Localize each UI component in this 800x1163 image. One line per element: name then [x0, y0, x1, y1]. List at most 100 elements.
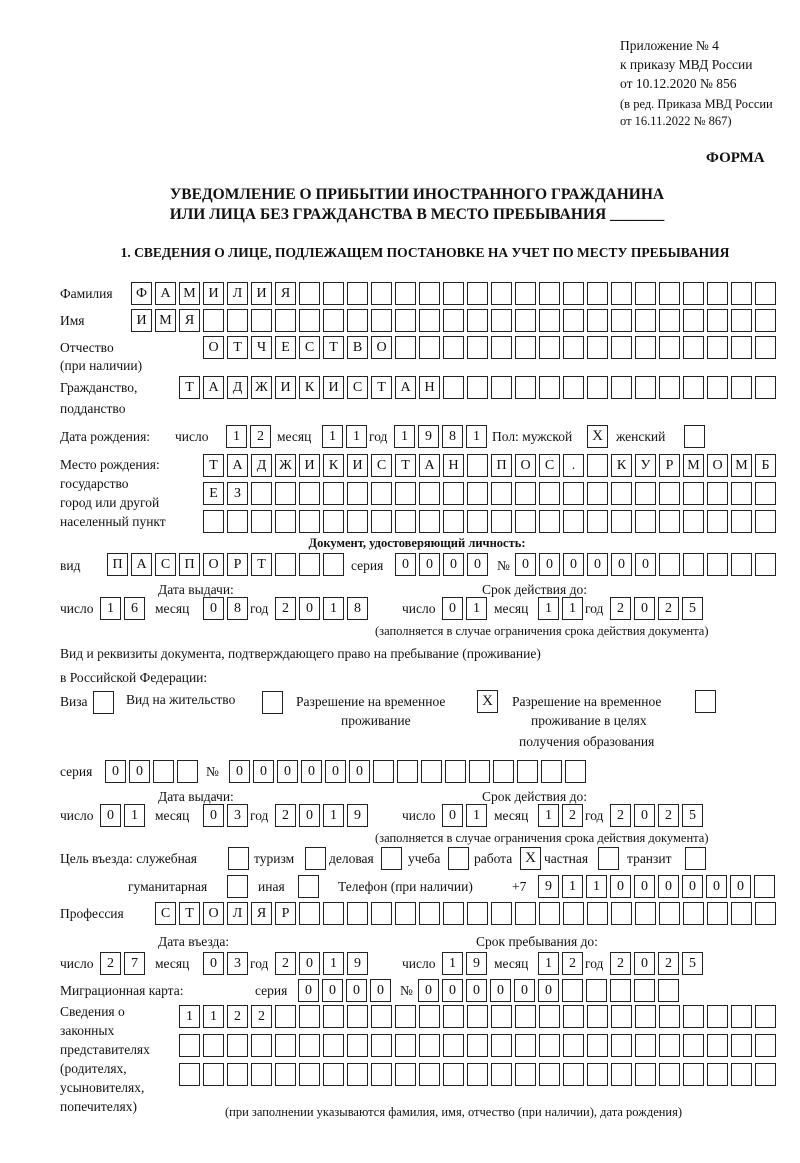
cell[interactable]	[467, 1063, 488, 1086]
cell[interactable]: О	[371, 336, 392, 359]
cell[interactable]	[587, 1005, 608, 1028]
cell[interactable]: 0	[538, 979, 559, 1002]
cell[interactable]	[395, 1034, 416, 1057]
cell[interactable]	[755, 553, 776, 576]
cell[interactable]: 1	[226, 425, 247, 448]
cell[interactable]	[587, 1063, 608, 1086]
cell[interactable]: Е	[203, 482, 224, 505]
cell[interactable]	[563, 282, 584, 305]
purpose-study-checkbox[interactable]	[448, 847, 469, 870]
cell[interactable]	[467, 482, 488, 505]
purpose-humanitarian-checkbox[interactable]	[227, 875, 248, 898]
cell[interactable]	[707, 1034, 728, 1057]
cell[interactable]: И	[299, 454, 320, 477]
purpose-transit-checkbox[interactable]	[685, 847, 706, 870]
cell[interactable]: 1	[562, 597, 583, 620]
cell[interactable]	[635, 1034, 656, 1057]
cell[interactable]	[491, 1034, 512, 1057]
cell[interactable]: 0	[490, 979, 511, 1002]
purpose-business-checkbox[interactable]	[381, 847, 402, 870]
cell[interactable]	[443, 1034, 464, 1057]
cell[interactable]	[395, 1005, 416, 1028]
cell[interactable]	[467, 376, 488, 399]
cell[interactable]	[731, 510, 752, 533]
cell[interactable]	[731, 1034, 752, 1057]
cell[interactable]: 1	[100, 597, 121, 620]
cell[interactable]	[275, 510, 296, 533]
cell[interactable]: 0	[322, 979, 343, 1002]
cell[interactable]	[731, 482, 752, 505]
cell[interactable]	[611, 510, 632, 533]
cell[interactable]	[755, 902, 776, 925]
cell[interactable]: 8	[442, 425, 463, 448]
cell[interactable]	[419, 1063, 440, 1086]
cell[interactable]: 0	[467, 553, 488, 576]
cell[interactable]: 5	[682, 804, 703, 827]
cell[interactable]	[731, 376, 752, 399]
cell[interactable]: 2	[658, 804, 679, 827]
cell[interactable]: О	[203, 902, 224, 925]
cell[interactable]	[731, 336, 752, 359]
cell[interactable]: И	[203, 282, 224, 305]
cell[interactable]	[299, 510, 320, 533]
cell[interactable]: 7	[124, 952, 145, 975]
cell[interactable]: К	[299, 376, 320, 399]
cell[interactable]	[491, 1005, 512, 1028]
cell[interactable]	[587, 1034, 608, 1057]
cell[interactable]	[515, 1063, 536, 1086]
cell[interactable]	[515, 376, 536, 399]
cell[interactable]	[635, 1005, 656, 1028]
cell[interactable]: 0	[706, 875, 727, 898]
cell[interactable]	[275, 553, 296, 576]
cell[interactable]	[299, 902, 320, 925]
cell[interactable]	[371, 902, 392, 925]
cell[interactable]	[443, 282, 464, 305]
cell[interactable]: С	[371, 454, 392, 477]
cell[interactable]: 0	[301, 760, 322, 783]
cell[interactable]: 2	[658, 597, 679, 620]
cell[interactable]	[659, 282, 680, 305]
cell[interactable]	[635, 309, 656, 332]
cell[interactable]	[251, 482, 272, 505]
cell[interactable]: 0	[277, 760, 298, 783]
cell[interactable]: 0	[539, 553, 560, 576]
cell[interactable]	[515, 1034, 536, 1057]
cell[interactable]	[467, 309, 488, 332]
cell[interactable]: Ф	[131, 282, 152, 305]
cell[interactable]	[539, 1063, 560, 1086]
cell[interactable]	[683, 309, 704, 332]
cell[interactable]	[177, 760, 198, 783]
cell[interactable]	[611, 282, 632, 305]
cell[interactable]	[611, 309, 632, 332]
cell[interactable]	[587, 309, 608, 332]
cell[interactable]: М	[731, 454, 752, 477]
cell[interactable]	[515, 282, 536, 305]
cell[interactable]	[227, 309, 248, 332]
cell[interactable]	[707, 376, 728, 399]
cell[interactable]	[539, 309, 560, 332]
cell[interactable]	[755, 336, 776, 359]
cell[interactable]	[299, 1034, 320, 1057]
cell[interactable]: 2	[275, 597, 296, 620]
cell[interactable]	[707, 1005, 728, 1028]
cell[interactable]	[443, 482, 464, 505]
cell[interactable]: 8	[347, 597, 368, 620]
cell[interactable]: И	[131, 309, 152, 332]
cell[interactable]	[251, 1034, 272, 1057]
cell[interactable]: 0	[563, 553, 584, 576]
cell[interactable]: 1	[466, 804, 487, 827]
cell[interactable]	[515, 902, 536, 925]
cell[interactable]: Д	[251, 454, 272, 477]
cell[interactable]	[299, 1005, 320, 1028]
cell[interactable]: 9	[466, 952, 487, 975]
cell[interactable]	[707, 510, 728, 533]
cell[interactable]	[419, 1005, 440, 1028]
cell[interactable]	[179, 1034, 200, 1057]
cell[interactable]	[443, 376, 464, 399]
cell[interactable]	[467, 1005, 488, 1028]
cell[interactable]: 0	[634, 952, 655, 975]
cell[interactable]: 2	[100, 952, 121, 975]
cell[interactable]	[683, 282, 704, 305]
cell[interactable]	[251, 309, 272, 332]
cell[interactable]	[707, 282, 728, 305]
